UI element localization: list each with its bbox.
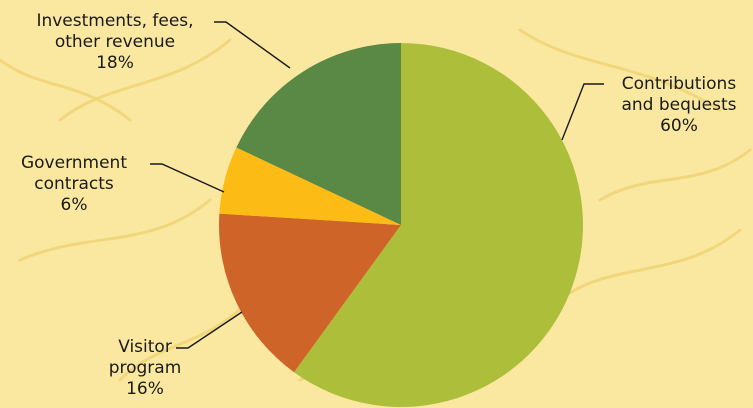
leader-contributions — [561, 83, 604, 141]
label-investments-line2: other revenue — [54, 32, 176, 52]
leader-visitor-program — [176, 311, 243, 349]
leader-investments — [214, 21, 291, 69]
label-government-line2: contracts — [34, 174, 114, 194]
label-visitor-pct: 16% — [126, 379, 164, 399]
label-visitor-line1: Visitor — [118, 337, 172, 357]
label-government-contracts: Government contracts 6% — [0, 153, 148, 216]
slice-government-contracts — [219, 147, 401, 225]
background-leaf-1 — [18, 198, 212, 262]
leader-government-contracts — [150, 163, 225, 193]
background-leaf-0 — [58, 38, 232, 122]
background-leaf-5 — [118, 298, 252, 382]
label-visitor-line2: program — [108, 358, 182, 378]
label-contributions-line2: and bequests — [621, 95, 737, 115]
label-investments-line1: Investments, fees, — [36, 11, 194, 31]
background-leaf-2 — [518, 28, 722, 112]
slice-contributions — [294, 43, 583, 407]
label-government-line1: Government — [20, 153, 128, 173]
label-contributions-pct: 60% — [660, 116, 698, 136]
slice-investments — [236, 43, 401, 225]
label-investments: Investments, fees, other revenue 18% — [15, 11, 215, 74]
label-contributions-line1: Contributions — [621, 74, 737, 94]
label-investments-pct: 18% — [96, 53, 134, 73]
label-government-pct: 6% — [60, 195, 88, 215]
background-leaf-6 — [598, 148, 752, 202]
background-leaf-3 — [558, 228, 742, 302]
slice-visitor-program — [219, 213, 401, 373]
label-visitor-program: Visitor program 16% — [70, 337, 220, 400]
background-leaf-7 — [0, 58, 132, 122]
label-contributions: Contributions and bequests 60% — [604, 74, 753, 137]
